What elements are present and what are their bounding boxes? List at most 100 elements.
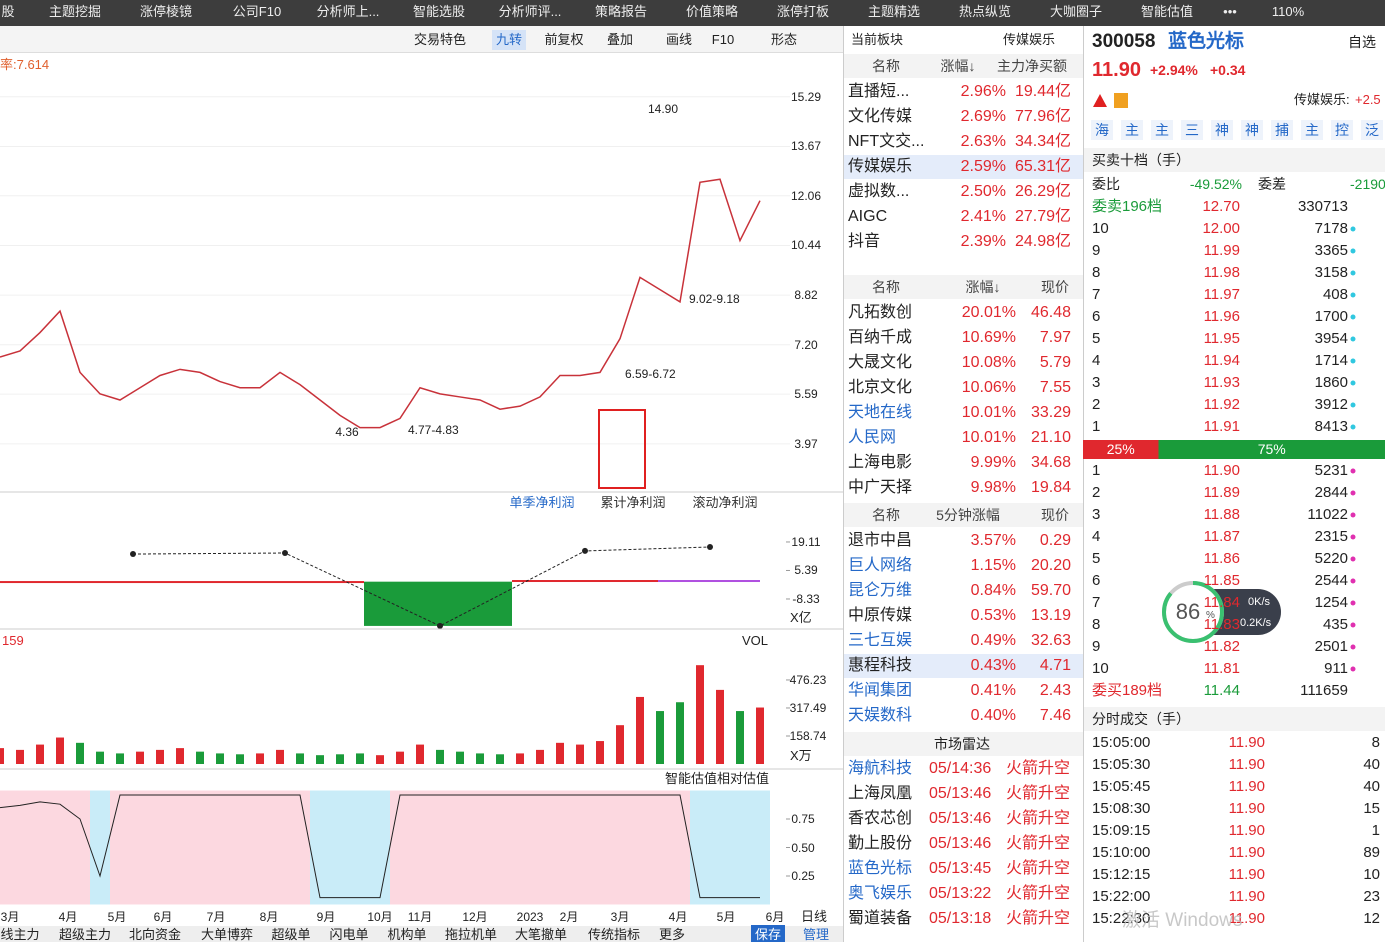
profit-tab[interactable]: 累计净利润 (600, 495, 666, 510)
value-cell: 34.34亿 (1014, 133, 1071, 150)
tag[interactable]: 主 (1125, 122, 1139, 138)
nav-tab[interactable]: 主题挖掘 (48, 4, 102, 19)
nav-tab[interactable]: 主题精选 (867, 4, 921, 19)
nav-tab[interactable]: 股 (1, 4, 15, 19)
indicator-tab[interactable]: 拖拉机单 (444, 927, 498, 942)
stock-name[interactable]: 海航科技 (848, 760, 913, 777)
split-label: 25% (1106, 441, 1135, 457)
toolbar-button[interactable]: F10 (711, 32, 735, 47)
nav-tab[interactable]: 分析师评... (498, 4, 562, 19)
profit-tab[interactable]: 滚动净利润 (692, 495, 758, 510)
profit-tab[interactable]: 单季净利润 (509, 495, 575, 510)
nav-tab[interactable]: 公司F10 (232, 4, 282, 19)
indicator-tab[interactable]: 线主力 (0, 927, 40, 942)
nav-tab[interactable]: 涨停棱镜 (139, 4, 193, 19)
stock-name[interactable]: 香农芯创 (848, 810, 913, 827)
divider (1083, 26, 1084, 942)
tag[interactable]: 海 (1095, 122, 1109, 138)
stock-name[interactable]: 虚拟数... (848, 183, 910, 200)
toolbar-button[interactable]: 形态 (770, 32, 798, 47)
stock-name[interactable]: 蜀道装备 (848, 910, 913, 927)
order-price: 11.99 (1203, 242, 1240, 259)
stock-name[interactable]: 天娱数科 (848, 707, 913, 724)
indicator-tab[interactable]: 闪电单 (329, 927, 369, 942)
tag[interactable]: 神 (1245, 122, 1259, 138)
stock-name[interactable]: 勤上股份 (848, 835, 913, 852)
stock-name[interactable]: 巨人网络 (848, 557, 913, 574)
sector-label: 传媒娱乐: (1294, 92, 1350, 107)
stock-name[interactable]: 蓝色光标 (848, 860, 913, 877)
profit-bar (512, 580, 658, 583)
indicator-tab[interactable]: 大笔撤单 (514, 927, 568, 942)
nav-tab[interactable]: 策略报告 (594, 4, 648, 19)
indicator-tab[interactable]: 传统指标 (587, 927, 641, 942)
manage-button[interactable]: 管理 (802, 927, 830, 942)
stock-name[interactable]: 中原传媒 (848, 607, 913, 624)
stock-name[interactable]: 华闻集团 (848, 682, 913, 699)
toolbar-button[interactable]: 前复权 (544, 32, 584, 47)
toolbar-button[interactable]: 九转 (491, 30, 527, 50)
value-cell: 2.43 (1039, 682, 1071, 699)
nav-tab[interactable]: 分析师上... (316, 4, 380, 19)
toolbar-button[interactable]: 画线 (665, 32, 693, 47)
stock-name[interactable]: 天地在线 (848, 404, 913, 421)
nav-tab[interactable]: 热点纵览 (958, 4, 1012, 19)
stock-name[interactable]: AIGC (848, 208, 888, 225)
nav-tab[interactable]: 大咖圈子 (1049, 4, 1103, 19)
event-type: 火箭升空 (1006, 835, 1071, 852)
stock-name[interactable]: 直播短... (848, 83, 910, 100)
indicator-tab[interactable]: 大单博弈 (200, 927, 254, 942)
tag[interactable]: 泛 (1365, 122, 1379, 138)
watch-button[interactable]: 自选 (1348, 34, 1376, 50)
stock-name[interactable]: 北京文化 (848, 379, 913, 396)
y-tick-label: 0.75 (791, 812, 815, 826)
stock-name[interactable]: 上海凤凰 (848, 785, 913, 802)
volume-bar (96, 751, 104, 764)
indicator-tab[interactable]: 更多 (658, 927, 686, 942)
indicator-tab[interactable]: 超级单 (271, 927, 311, 942)
stock-name[interactable]: 上海电影 (848, 454, 913, 471)
tag[interactable]: 神 (1215, 122, 1229, 138)
y-tick-label: 13.67 (790, 139, 822, 154)
stock-name[interactable]: 三七互娱 (848, 632, 913, 649)
stock-name[interactable]: 抖音 (848, 233, 881, 250)
x-tick-label: 6月 (765, 910, 785, 924)
indicator-tab[interactable]: 机构单 (387, 927, 427, 942)
tag[interactable]: 三 (1185, 122, 1199, 138)
tag[interactable]: 捕 (1275, 122, 1289, 138)
tag[interactable]: 主 (1155, 122, 1169, 138)
indicator-tab[interactable]: 超级主力 (58, 927, 112, 942)
nav-tab[interactable]: 价值策略 (685, 4, 739, 19)
nav-tab[interactable]: 涨停打板 (776, 4, 830, 19)
more-button[interactable]: ••• (1223, 4, 1237, 19)
indicator-tab[interactable]: 北向资金 (128, 927, 182, 942)
save-button[interactable]: 保存 (750, 925, 786, 942)
stock-name[interactable]: 凡拓数创 (848, 304, 913, 321)
stock-name[interactable]: 惠程科技 (848, 657, 913, 674)
order-volume: 3954 (1314, 330, 1348, 347)
stock-name[interactable]: 百纳千成 (848, 329, 913, 346)
valuation-band (690, 790, 710, 905)
order-price: 11.93 (1203, 374, 1240, 391)
valuation-band (710, 790, 730, 905)
column-header: 涨幅↓ (940, 58, 976, 74)
toolbar-button[interactable]: 叠加 (606, 32, 634, 47)
stock-name[interactable]: 人民网 (848, 429, 897, 446)
stock-name[interactable]: 中广天择 (848, 479, 913, 496)
nav-tab[interactable]: 智能选股 (412, 4, 466, 19)
tag[interactable]: 控 (1335, 122, 1349, 138)
stock-name[interactable]: 奥飞娱乐 (848, 885, 913, 902)
tag[interactable]: 主 (1305, 122, 1319, 138)
toolbar-button[interactable]: 交易特色 (413, 32, 467, 47)
level: 5 (1092, 330, 1101, 347)
stock-name[interactable]: 退市中昌 (848, 532, 913, 549)
stock-name[interactable]: 大晟文化 (848, 354, 913, 371)
stock-name[interactable]: 昆仑万维 (848, 582, 913, 599)
nav-tab[interactable]: 智能估值 (1140, 4, 1194, 19)
stock-name[interactable]: 文化传媒 (848, 108, 913, 125)
split-bar (1083, 440, 1159, 459)
column-header: 5分钟涨幅 (936, 507, 1000, 523)
stock-name[interactable]: 传媒娱乐 (848, 158, 913, 175)
stock-name[interactable]: NFT文交... (848, 133, 925, 150)
period-button[interactable]: 日线 (800, 909, 828, 924)
